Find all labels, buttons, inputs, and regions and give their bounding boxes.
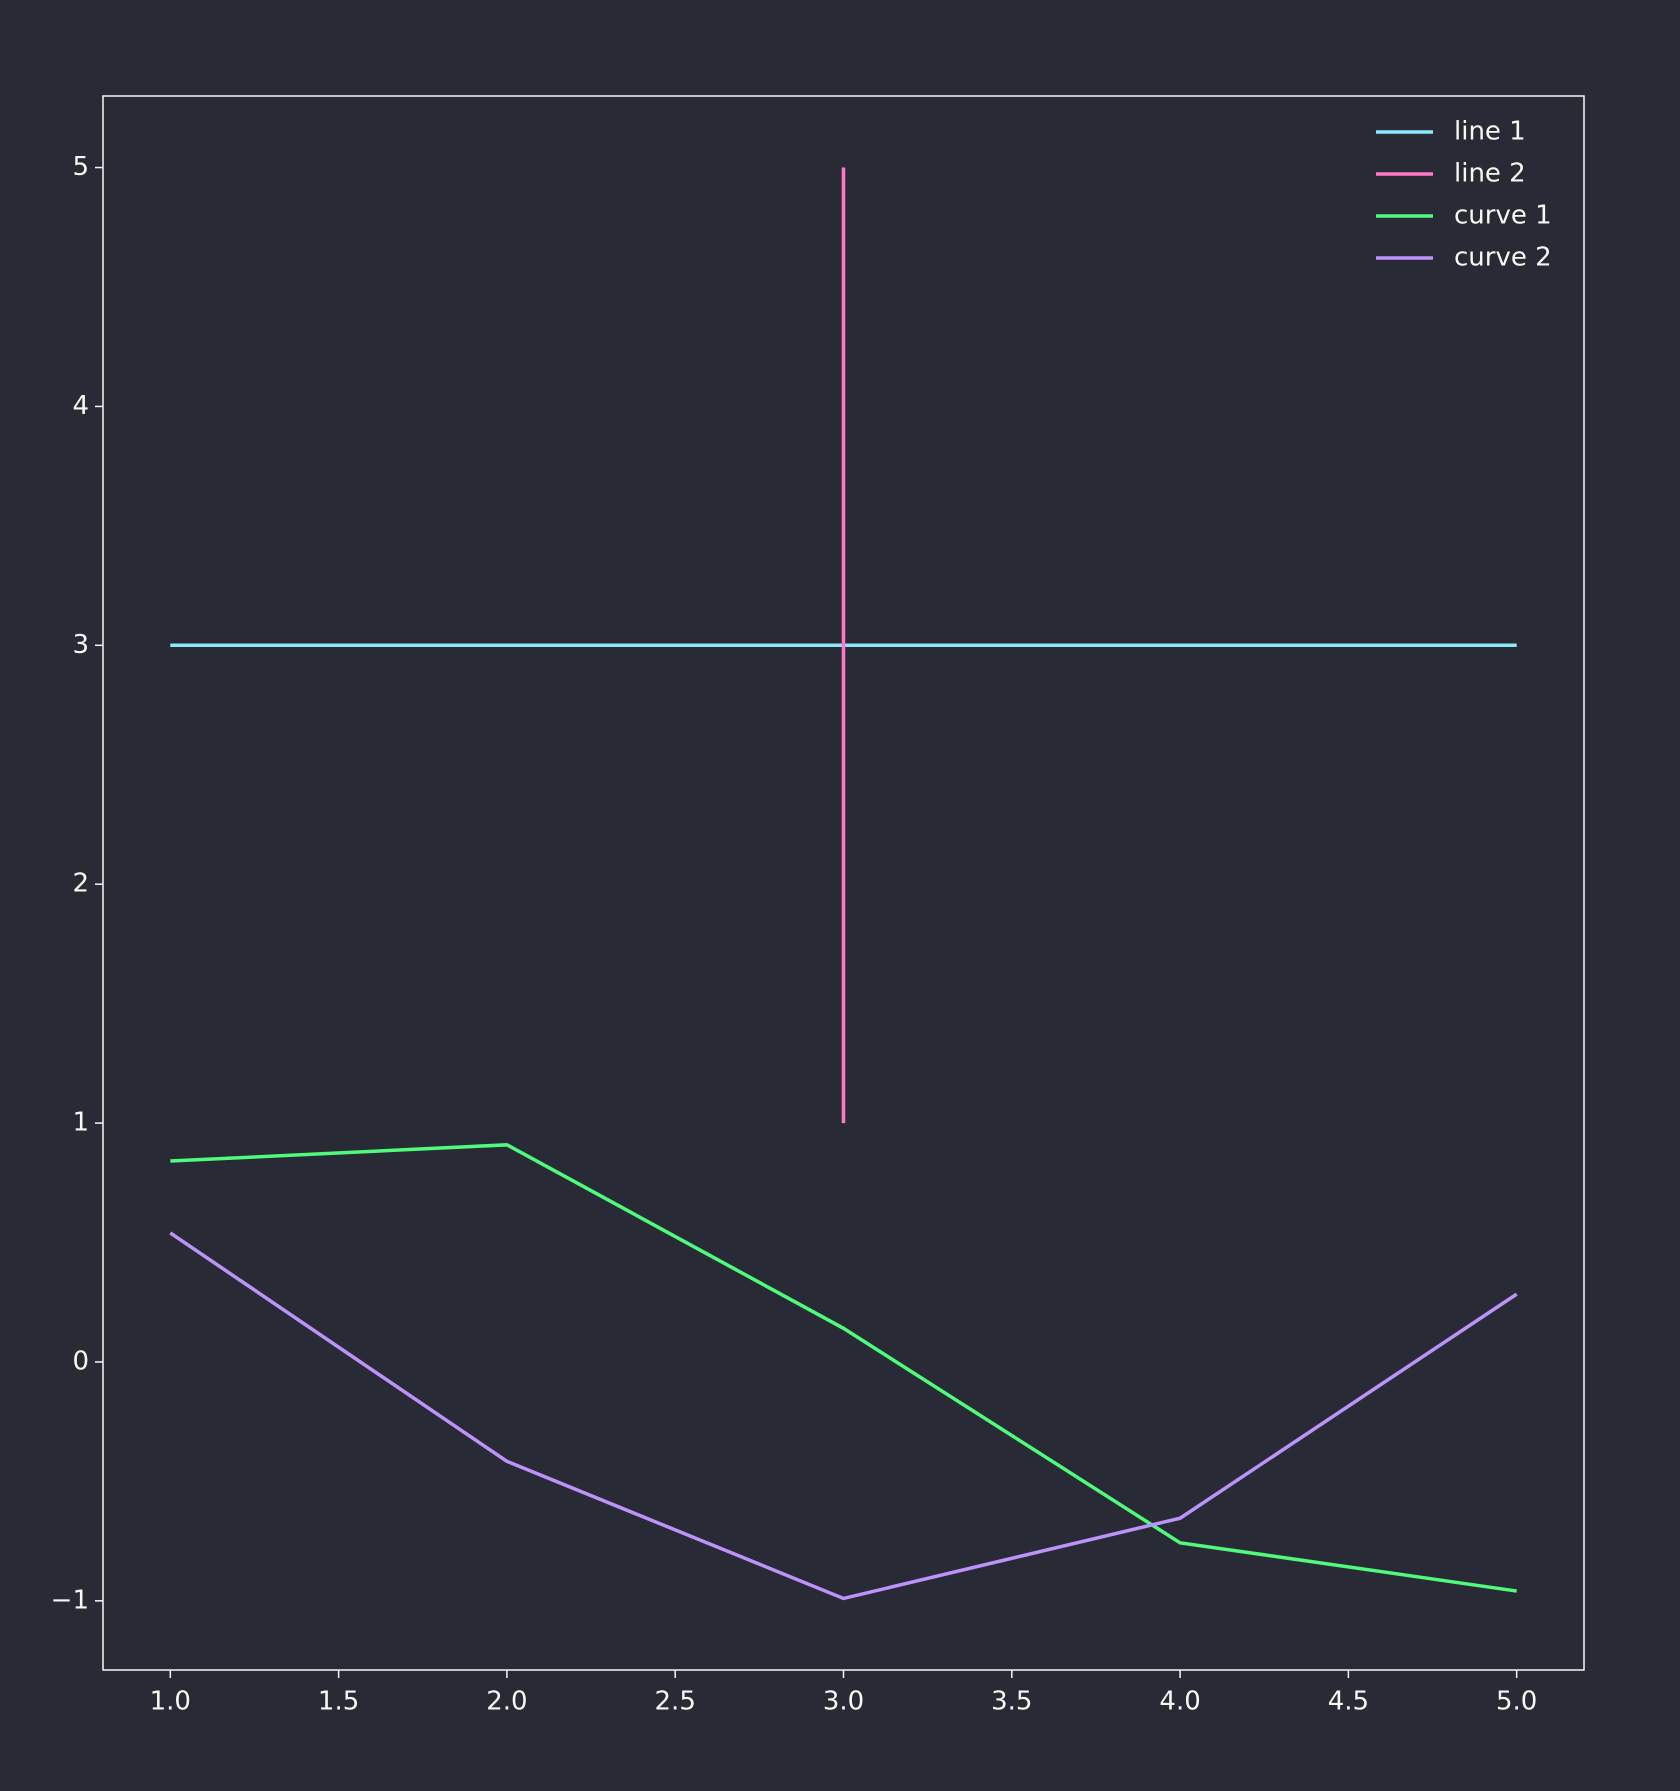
plot-frame (102, 95, 1585, 1671)
y-tick-label: 4 (72, 391, 89, 421)
x-tick-label: 4.5 (1328, 1687, 1369, 1717)
x-tick-label: 5.0 (1496, 1687, 1537, 1717)
y-tick-label: −1 (51, 1585, 89, 1615)
legend-label: curve 1 (1454, 201, 1552, 231)
x-tick-label: 3.5 (991, 1687, 1032, 1717)
legend-label: curve 2 (1454, 243, 1552, 273)
legend-label: line 2 (1454, 159, 1526, 189)
x-tick-label: 3.0 (823, 1687, 864, 1717)
y-tick-label: 2 (72, 869, 89, 899)
legend-label: line 1 (1454, 117, 1526, 147)
x-tick-label: 2.5 (655, 1687, 696, 1717)
y-tick-label: 5 (72, 152, 89, 182)
x-tick-label: 1.0 (150, 1687, 191, 1717)
y-tick-label: 3 (72, 630, 89, 660)
x-tick-label: 2.0 (486, 1687, 527, 1717)
series-line (170, 1143, 1517, 1593)
x-tick-label: 1.5 (318, 1687, 359, 1717)
y-tick-label: 0 (72, 1346, 89, 1376)
y-tick-label: 1 (72, 1108, 89, 1138)
x-tick-label: 4.0 (1159, 1687, 1200, 1717)
series-line (169, 1231, 1518, 1601)
